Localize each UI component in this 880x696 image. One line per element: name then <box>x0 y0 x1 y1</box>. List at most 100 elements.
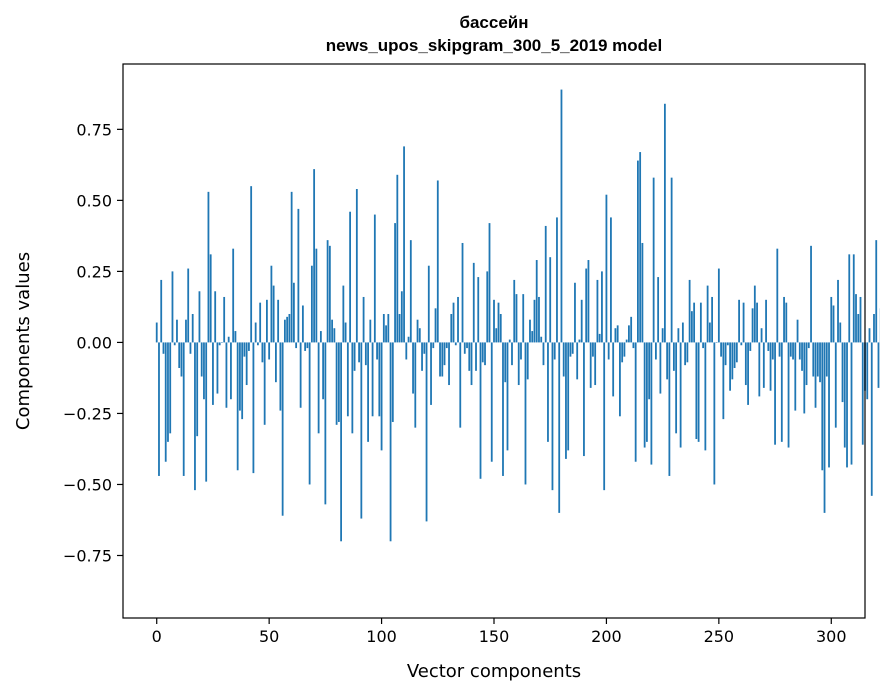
bar <box>403 146 405 343</box>
bar <box>722 342 725 420</box>
bar <box>430 342 432 405</box>
bar <box>798 342 801 360</box>
x-tick-label: 300 <box>816 627 847 646</box>
bar <box>427 265 430 343</box>
bar <box>517 342 520 386</box>
bar <box>589 342 592 388</box>
bar <box>612 342 615 397</box>
bar <box>497 302 500 343</box>
bar <box>268 342 271 360</box>
bar <box>780 342 783 442</box>
bar <box>245 342 248 386</box>
bar <box>299 342 302 408</box>
bar <box>178 342 181 368</box>
bar <box>569 342 572 357</box>
bar <box>659 342 662 394</box>
bar <box>769 342 772 391</box>
bar <box>531 331 534 343</box>
bar <box>805 342 808 386</box>
bar <box>225 342 228 408</box>
bar <box>850 342 853 465</box>
bar <box>364 342 367 366</box>
bar <box>382 314 385 343</box>
bar <box>158 342 160 476</box>
bar <box>666 342 669 380</box>
bar <box>232 248 235 343</box>
bar <box>173 342 176 346</box>
bar <box>205 342 208 482</box>
bar <box>162 342 165 354</box>
bar <box>182 342 185 476</box>
y-tick-label: 0.75 <box>76 120 112 139</box>
bar <box>409 240 412 343</box>
bar <box>191 314 194 343</box>
bar <box>603 342 606 491</box>
bar <box>344 322 347 343</box>
bar <box>567 342 570 451</box>
bar <box>254 322 257 343</box>
bar <box>380 342 383 451</box>
bar <box>189 342 192 354</box>
bar <box>832 305 835 343</box>
bar <box>499 314 502 343</box>
x-tick-label: 200 <box>591 627 622 646</box>
bar <box>441 342 444 377</box>
bar <box>866 342 869 400</box>
bar <box>511 342 513 366</box>
bar <box>688 279 691 343</box>
bar <box>513 279 516 343</box>
bar <box>704 342 707 451</box>
bar <box>261 342 264 363</box>
bar <box>625 339 628 343</box>
bar <box>792 342 794 360</box>
bar <box>306 342 309 349</box>
bar <box>337 342 340 422</box>
bar <box>279 342 282 411</box>
chart-subtitle: news_upos_skipgram_300_5_2019 model <box>326 36 662 55</box>
bar <box>713 342 716 485</box>
bar <box>760 328 763 343</box>
bar <box>628 325 630 343</box>
bar <box>619 342 621 417</box>
bar <box>317 342 320 434</box>
bar <box>373 214 376 343</box>
bar <box>877 342 880 388</box>
x-tick-label: 0 <box>152 627 162 646</box>
bar <box>816 342 819 377</box>
bar <box>556 217 558 343</box>
bar <box>632 342 635 349</box>
bar <box>684 342 687 366</box>
bar <box>304 342 307 351</box>
bar <box>711 296 713 343</box>
bar <box>185 319 187 343</box>
bar <box>477 277 480 343</box>
x-axis-label: Vector components <box>407 661 581 682</box>
y-tick-label: −0.50 <box>63 475 112 494</box>
bar <box>212 342 214 405</box>
bar <box>819 342 821 383</box>
bar <box>794 342 797 411</box>
bar <box>717 268 720 343</box>
bar <box>621 342 624 363</box>
bar <box>702 342 705 349</box>
bar <box>598 333 601 343</box>
bar <box>524 342 527 485</box>
bar <box>452 302 455 343</box>
bar <box>652 177 655 343</box>
bar <box>558 342 561 513</box>
bar <box>830 296 833 343</box>
bar <box>221 342 223 343</box>
bar <box>310 265 313 343</box>
bar <box>328 245 331 343</box>
bar <box>295 342 298 349</box>
bar <box>288 314 291 343</box>
bar <box>400 291 403 343</box>
bar <box>834 342 837 428</box>
bar <box>286 316 289 343</box>
bar <box>490 342 493 462</box>
bar <box>747 342 749 405</box>
bar <box>576 342 579 380</box>
bar <box>706 285 709 343</box>
bar <box>875 240 878 343</box>
